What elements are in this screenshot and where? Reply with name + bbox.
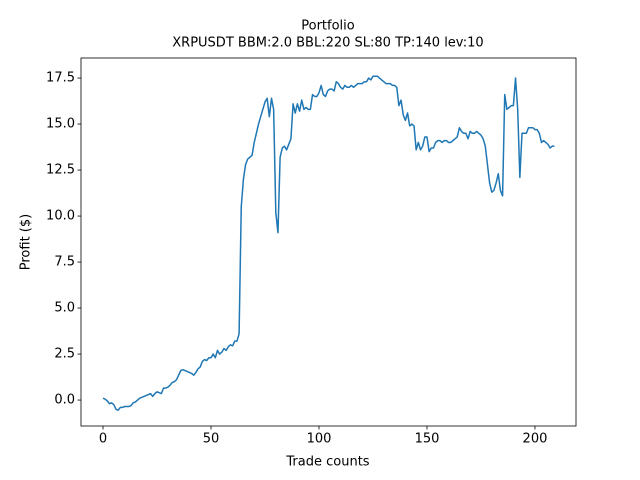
x-tick-label: 150 <box>415 432 440 447</box>
y-tick-label: 5.0 <box>54 301 75 316</box>
y-tick-label: 2.5 <box>54 347 75 362</box>
plot-frame <box>80 57 577 427</box>
x-tick-label: 100 <box>307 432 332 447</box>
y-tick-label: 7.5 <box>54 255 75 270</box>
y-tick-label: 17.5 <box>46 71 75 86</box>
y-tick-label: 10.0 <box>46 209 75 224</box>
x-tick-label: 0 <box>99 432 107 447</box>
y-tick-label: 0.0 <box>54 393 75 408</box>
x-axis-label: Trade counts <box>285 455 369 470</box>
y-axis-label: Profit ($) <box>19 214 34 270</box>
chart-title: Portfolio <box>301 19 355 34</box>
x-tick-label: 50 <box>203 432 220 447</box>
data-line <box>102 75 555 411</box>
chart-subtitle: XRPUSDT BBM:2.0 BBL:220 SL:80 TP:140 lev… <box>172 36 483 51</box>
y-tick-label: 12.5 <box>46 163 75 178</box>
y-tick-label: 15.0 <box>46 117 75 132</box>
x-tick-label: 200 <box>523 432 548 447</box>
